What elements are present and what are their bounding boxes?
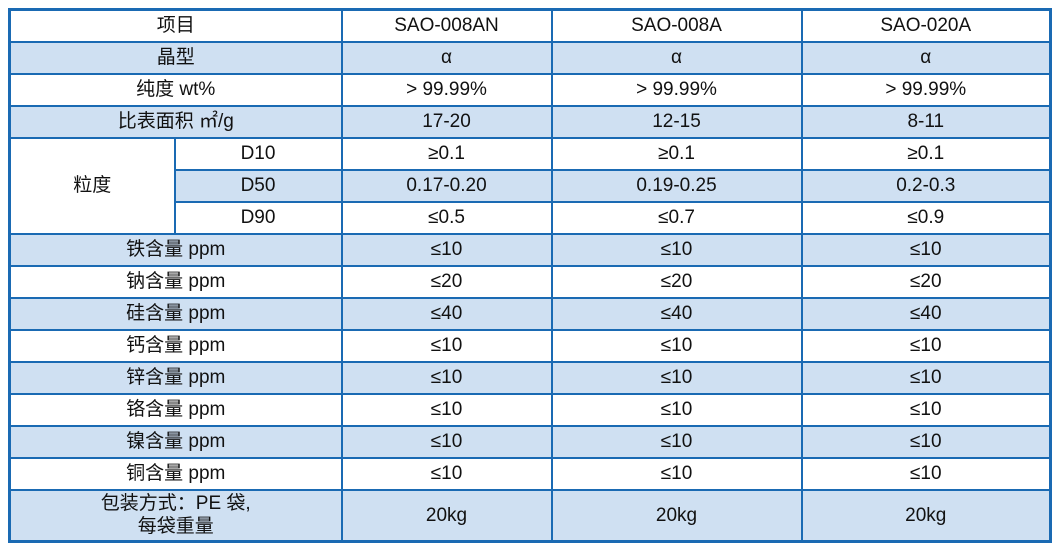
header-row: 项目 SAO-008AN SAO-008A SAO-020A <box>8 8 1052 43</box>
cell-value: ≤10 <box>550 232 803 267</box>
spec-table: 项目 SAO-008AN SAO-008A SAO-020A 晶型 α α α … <box>8 8 1053 543</box>
cell-value: ≥0.1 <box>340 136 553 171</box>
cell-value: ≤10 <box>550 456 803 491</box>
cell-value: 20kg <box>800 488 1052 543</box>
cell-value: ≤10 <box>800 456 1052 491</box>
header-item-label: 项目 <box>8 8 343 43</box>
cell-value: 17-20 <box>340 104 553 139</box>
cell-value: ≤10 <box>340 232 553 267</box>
cell-value: ≤10 <box>550 424 803 459</box>
table-row-copper: 铜含量 ppm ≤10 ≤10 ≤10 <box>8 456 1052 491</box>
row-label: 钙含量 ppm <box>8 328 343 363</box>
cell-value: α <box>340 40 553 75</box>
product-name: SAO-020A <box>800 8 1052 43</box>
table-row-silicon: 硅含量 ppm ≤40 ≤40 ≤40 <box>8 296 1052 331</box>
table-row-nickel: 镍含量 ppm ≤10 ≤10 ≤10 <box>8 424 1052 459</box>
cell-value: ≤0.7 <box>550 200 803 235</box>
cell-value: ≤0.5 <box>340 200 553 235</box>
cell-value: ≤10 <box>800 328 1052 363</box>
cell-value: 8-11 <box>800 104 1052 139</box>
cell-value: > 99.99% <box>550 72 803 107</box>
cell-value: ≤40 <box>340 296 553 331</box>
row-label: 镍含量 ppm <box>8 424 343 459</box>
cell-value: ≤10 <box>550 328 803 363</box>
cell-value: α <box>800 40 1052 75</box>
cell-value: 0.19-0.25 <box>550 168 803 203</box>
product-name: SAO-008A <box>550 8 803 43</box>
table-row-d50: D50 0.17-0.20 0.19-0.25 0.2-0.3 <box>10 168 1052 203</box>
row-label: 铜含量 ppm <box>8 456 343 491</box>
cell-value: α <box>550 40 803 75</box>
row-label: 纯度 wt% <box>8 72 343 107</box>
cell-value: ≤20 <box>340 264 553 299</box>
cell-value: ≤10 <box>340 456 553 491</box>
packaging-label-line2: 每袋重量 <box>137 516 214 538</box>
table-row-surface-area: 比表面积 ㎡/g 17-20 12-15 8-11 <box>8 104 1052 139</box>
table-row-calcium: 钙含量 ppm ≤10 ≤10 ≤10 <box>8 328 1052 363</box>
packaging-label-line1: 包装方式：PE 袋, <box>100 493 251 515</box>
cell-value: ≤40 <box>550 296 803 331</box>
cell-value: 20kg <box>340 488 553 543</box>
row-label: 晶型 <box>8 40 343 75</box>
cell-value: ≥0.1 <box>800 136 1052 171</box>
particle-size-group-label: 粒度 <box>8 136 176 235</box>
cell-value: ≤10 <box>800 360 1052 395</box>
product-name: SAO-008AN <box>340 8 553 43</box>
sub-row-label: D90 <box>173 200 343 235</box>
cell-value: ≤10 <box>800 232 1052 267</box>
table-row-purity: 纯度 wt% > 99.99% > 99.99% > 99.99% <box>8 72 1052 107</box>
cell-value: ≤10 <box>550 392 803 427</box>
cell-value: ≤20 <box>550 264 803 299</box>
packaging-label: 包装方式：PE 袋, 每袋重量 <box>8 488 343 543</box>
table-row-packaging: 包装方式：PE 袋, 每袋重量 20kg 20kg 20kg <box>8 488 1052 543</box>
cell-value: 0.2-0.3 <box>800 168 1052 203</box>
cell-value: > 99.99% <box>340 72 553 107</box>
cell-value: ≤10 <box>340 328 553 363</box>
table-row-sodium: 钠含量 ppm ≤20 ≤20 ≤20 <box>8 264 1052 299</box>
row-label: 比表面积 ㎡/g <box>8 104 343 139</box>
cell-value: ≤10 <box>800 424 1052 459</box>
table-row-chromium: 铬含量 ppm ≤10 ≤10 ≤10 <box>8 392 1052 427</box>
cell-value: ≥0.1 <box>550 136 803 171</box>
table-row-iron: 铁含量 ppm ≤10 ≤10 ≤10 <box>8 232 1052 267</box>
cell-value: ≤10 <box>340 360 553 395</box>
table-row-zinc: 锌含量 ppm ≤10 ≤10 ≤10 <box>8 360 1052 395</box>
cell-value: ≤10 <box>340 424 553 459</box>
cell-value: > 99.99% <box>800 72 1052 107</box>
cell-value: 0.17-0.20 <box>340 168 553 203</box>
sub-row-label: D50 <box>173 168 343 203</box>
cell-value: ≤40 <box>800 296 1052 331</box>
cell-value: 12-15 <box>550 104 803 139</box>
sub-row-label: D10 <box>173 136 343 171</box>
table-row-crystal-form: 晶型 α α α <box>8 40 1052 75</box>
row-label: 铬含量 ppm <box>8 392 343 427</box>
table-row-d10: 粒度 D10 ≥0.1 ≥0.1 ≥0.1 <box>8 136 1052 235</box>
cell-value: ≤20 <box>800 264 1052 299</box>
cell-value: 20kg <box>550 488 803 543</box>
row-label: 锌含量 ppm <box>8 360 343 395</box>
cell-value: ≤10 <box>340 392 553 427</box>
table-row-d90: D90 ≤0.5 ≤0.7 ≤0.9 <box>10 200 1052 235</box>
row-label: 硅含量 ppm <box>8 296 343 331</box>
cell-value: ≤10 <box>800 392 1052 427</box>
cell-value: ≤0.9 <box>800 200 1052 235</box>
row-label: 铁含量 ppm <box>8 232 343 267</box>
row-label: 钠含量 ppm <box>8 264 343 299</box>
cell-value: ≤10 <box>550 360 803 395</box>
